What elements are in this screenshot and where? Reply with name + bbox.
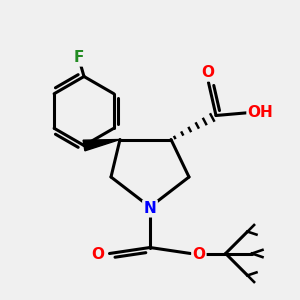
Text: O: O (192, 247, 206, 262)
Text: OH: OH (248, 105, 273, 120)
Text: O: O (201, 65, 214, 80)
Text: O: O (92, 247, 105, 262)
Polygon shape (83, 140, 120, 151)
Text: N: N (144, 201, 156, 216)
Text: F: F (74, 50, 84, 65)
